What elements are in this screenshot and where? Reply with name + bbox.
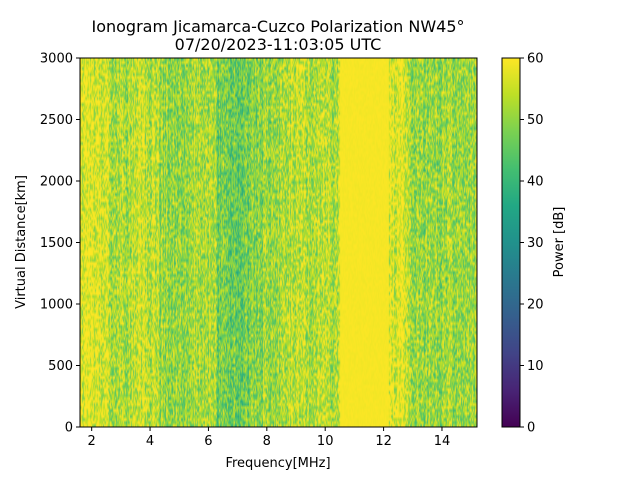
x-tick-label: 10 — [317, 434, 334, 449]
y-axis-label: Virtual Distance[km] — [14, 175, 29, 309]
x-tick-label: 14 — [434, 434, 451, 449]
colorbar-tick-label: 50 — [527, 113, 544, 128]
chart-title-line1: Ionogram Jicamarca-Cuzco Polarization NW… — [91, 17, 464, 36]
colorbar-tick-label: 30 — [527, 236, 544, 251]
colorbar-tick-label: 40 — [527, 175, 544, 190]
x-tick-label: 2 — [88, 434, 96, 449]
colorbar-tick-label: 10 — [527, 359, 544, 374]
y-axis: 0 500 1000 1500 2000 2500 3000 — [40, 52, 80, 436]
colorbar-tick-label: 0 — [527, 421, 535, 436]
y-tick-label: 2500 — [40, 113, 73, 128]
x-axis: 2 4 6 8 10 12 14 — [88, 427, 451, 449]
colorbar-tick-label: 60 — [527, 52, 544, 67]
colorbar-tick-label: 20 — [527, 298, 544, 313]
heatmap-plot-area — [80, 58, 477, 427]
x-tick-label: 6 — [204, 434, 212, 449]
y-tick-label: 1500 — [40, 236, 73, 251]
x-tick-label: 12 — [375, 434, 392, 449]
heatmap-image — [80, 58, 477, 427]
x-tick-label: 4 — [146, 434, 154, 449]
y-tick-label: 3000 — [40, 52, 73, 67]
y-tick-label: 1000 — [40, 298, 73, 313]
chart-title-line2: 07/20/2023-11:03:05 UTC — [175, 35, 382, 54]
y-tick-label: 2000 — [40, 175, 73, 190]
colorbar — [501, 57, 521, 428]
y-tick-label: 0 — [65, 421, 73, 436]
x-axis-label: Frequency[MHz] — [225, 456, 330, 471]
colorbar-label: Power [dB] — [552, 207, 567, 278]
y-tick-label: 500 — [48, 359, 73, 374]
x-tick-label: 8 — [263, 434, 271, 449]
colorbar-axis: 0 10 20 30 40 50 60 — [520, 52, 544, 436]
